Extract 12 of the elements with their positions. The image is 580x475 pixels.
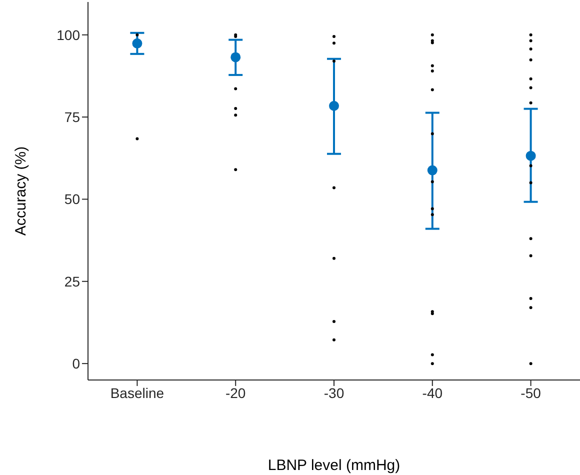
- x-tick-label: -50: [520, 384, 542, 401]
- x-tick-label: -20: [225, 384, 246, 401]
- x-axis-title: LBNP level (mmHg): [268, 457, 400, 474]
- y-tick-label: 50: [64, 191, 80, 208]
- y-tick-label: 0: [72, 356, 80, 372]
- y-tick-label: 100: [56, 26, 80, 43]
- x-tick-label: Baseline: [110, 384, 164, 401]
- y-axis-title: Accuracy (%): [12, 146, 30, 236]
- x-tick-label: -30: [324, 384, 344, 401]
- y-tick-label: 25: [64, 273, 80, 290]
- y-tick-label: 75: [64, 109, 80, 126]
- x-tick-label: -40: [422, 384, 443, 401]
